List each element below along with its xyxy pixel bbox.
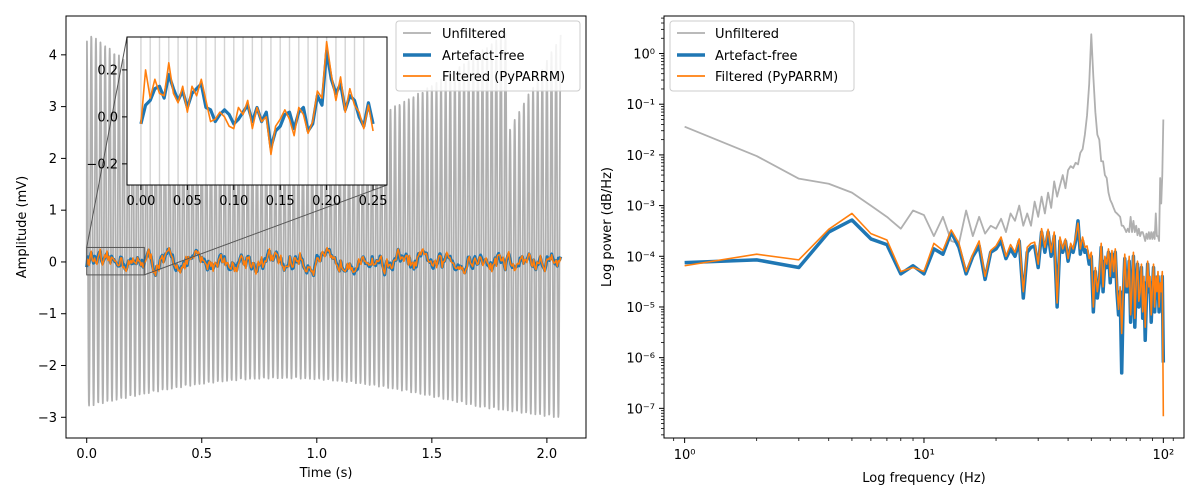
unfiltered-spectrum-line (684, 33, 1165, 245)
left-x-tick-label: 1.0 (306, 447, 327, 462)
left-x-tick-label: 2.0 (537, 447, 558, 462)
right-y-axis-label: Log power (dB/Hz) (600, 167, 615, 287)
left-legend-entry-artefact-free: Artefact-free (442, 49, 524, 64)
inset-x-ticks: 0.00 0.05 0.10 0.15 0.20 0.25 (126, 185, 388, 209)
left-legend: Unfiltered Artefact-free Filtered (PyPAR… (395, 20, 581, 92)
artefact-free-spectrum-line (684, 218, 1166, 375)
left-y-tick-label: 3 (49, 100, 57, 115)
right-y-tick-label: 10⁰ (633, 48, 655, 63)
right-y-tick-label: 10⁻³ (626, 200, 655, 215)
right-x-tick-label: 10¹ (913, 448, 935, 463)
left-y-ticks: −3 −2 −1 0 1 2 3 4 (38, 48, 66, 426)
inset-x-tick-label: 0.20 (312, 194, 341, 209)
left-y-tick-label: −1 (38, 307, 57, 322)
zoom-connector (86, 36, 128, 248)
inset-x-tick-label: 0.15 (266, 194, 295, 209)
right-x-ticks: 10⁰ 10¹ 10² (673, 438, 1174, 463)
left-x-axis-label: Time (s) (299, 466, 353, 481)
right-x-axis-label: Log frequency (Hz) (862, 471, 985, 486)
left-y-tick-label: −2 (38, 359, 57, 374)
inset-unfiltered-lines (140, 37, 365, 185)
left-y-tick-label: −3 (38, 411, 57, 426)
right-legend-entry-artefact-free: Artefact-free (715, 49, 797, 64)
right-y-ticks: 10⁻⁷ 10⁻⁶ 10⁻⁵ 10⁻⁴ 10⁻³ 10⁻² 10⁻¹ 10⁰ (626, 17, 664, 436)
left-y-axis-label: Amplitude (mV) (15, 176, 30, 278)
time-domain-chart: 0.0 0.5 1.0 1.5 2.0 −3 −2 −1 0 1 2 3 4 Time (s) Amp… (15, 15, 587, 481)
right-legend-entry-unfiltered: Unfiltered (715, 27, 779, 42)
right-y-tick-label: 10⁻⁷ (626, 402, 655, 417)
left-y-tick-label: 2 (49, 152, 57, 167)
spectrum-chart: 10⁰ 10¹ 10² 10⁻⁷10⁻⁶10⁻⁵10⁻⁴10⁻³10⁻²10⁻¹10… (600, 15, 1185, 486)
left-axes-frame (65, 15, 587, 439)
inset-chart: 0.00 0.05 0.10 0.15 0.20 0.25 −0.2 0.0 0.2 (86, 36, 388, 209)
inset-zoom-indicator (86, 36, 388, 276)
inset-filtered-line (140, 40, 374, 156)
left-x-tick-label: 0.0 (76, 447, 97, 462)
inset-x-tick-label: 0.00 (126, 194, 155, 209)
right-plot-area (684, 33, 1166, 417)
right-x-tick-label: 10² (1152, 448, 1174, 463)
filtered-spectrum-line (684, 212, 1165, 417)
right-y-tick-label: 10⁻¹ (626, 98, 655, 113)
left-y-tick-label: 1 (49, 204, 57, 219)
left-legend-entry-filtered: Filtered (PyPARRM) (442, 70, 565, 85)
right-y-tick-label: 10⁻⁶ (626, 352, 655, 367)
right-legend: Unfiltered Artefact-free Filtered (PyPAR… (669, 20, 855, 92)
inset-x-tick-label: 0.25 (359, 194, 388, 209)
inset-y-tick-label: −0.2 (86, 157, 118, 172)
left-y-tick-label: 0 (49, 255, 57, 270)
left-x-tick-label: 1.5 (421, 447, 442, 462)
inset-plot-area (139, 37, 375, 185)
inset-x-tick-label: 0.05 (173, 194, 202, 209)
left-y-tick-label: 4 (49, 48, 57, 63)
inset-axes-frame (126, 36, 388, 186)
left-x-tick-label: 0.5 (191, 447, 212, 462)
left-x-ticks: 0.0 0.5 1.0 1.5 2.0 (76, 438, 557, 462)
inset-x-tick-label: 0.10 (219, 194, 248, 209)
inset-y-tick-label: 0.0 (97, 110, 118, 125)
right-y-tick-label: 10⁻² (626, 149, 655, 164)
inset-y-tick-label: 0.2 (97, 63, 118, 78)
left-legend-entry-unfiltered: Unfiltered (442, 27, 506, 42)
zoom-region-box (86, 246, 145, 276)
inset-y-ticks: −0.2 0.0 0.2 (86, 63, 127, 172)
right-y-tick-label: 10⁻⁵ (626, 301, 655, 316)
filtered-line (85, 246, 562, 277)
zoom-connector (144, 184, 388, 276)
right-legend-entry-filtered: Filtered (PyPARRM) (715, 70, 838, 85)
right-x-tick-label: 10⁰ (674, 448, 696, 463)
right-y-tick-label: 10⁻⁴ (626, 250, 655, 265)
